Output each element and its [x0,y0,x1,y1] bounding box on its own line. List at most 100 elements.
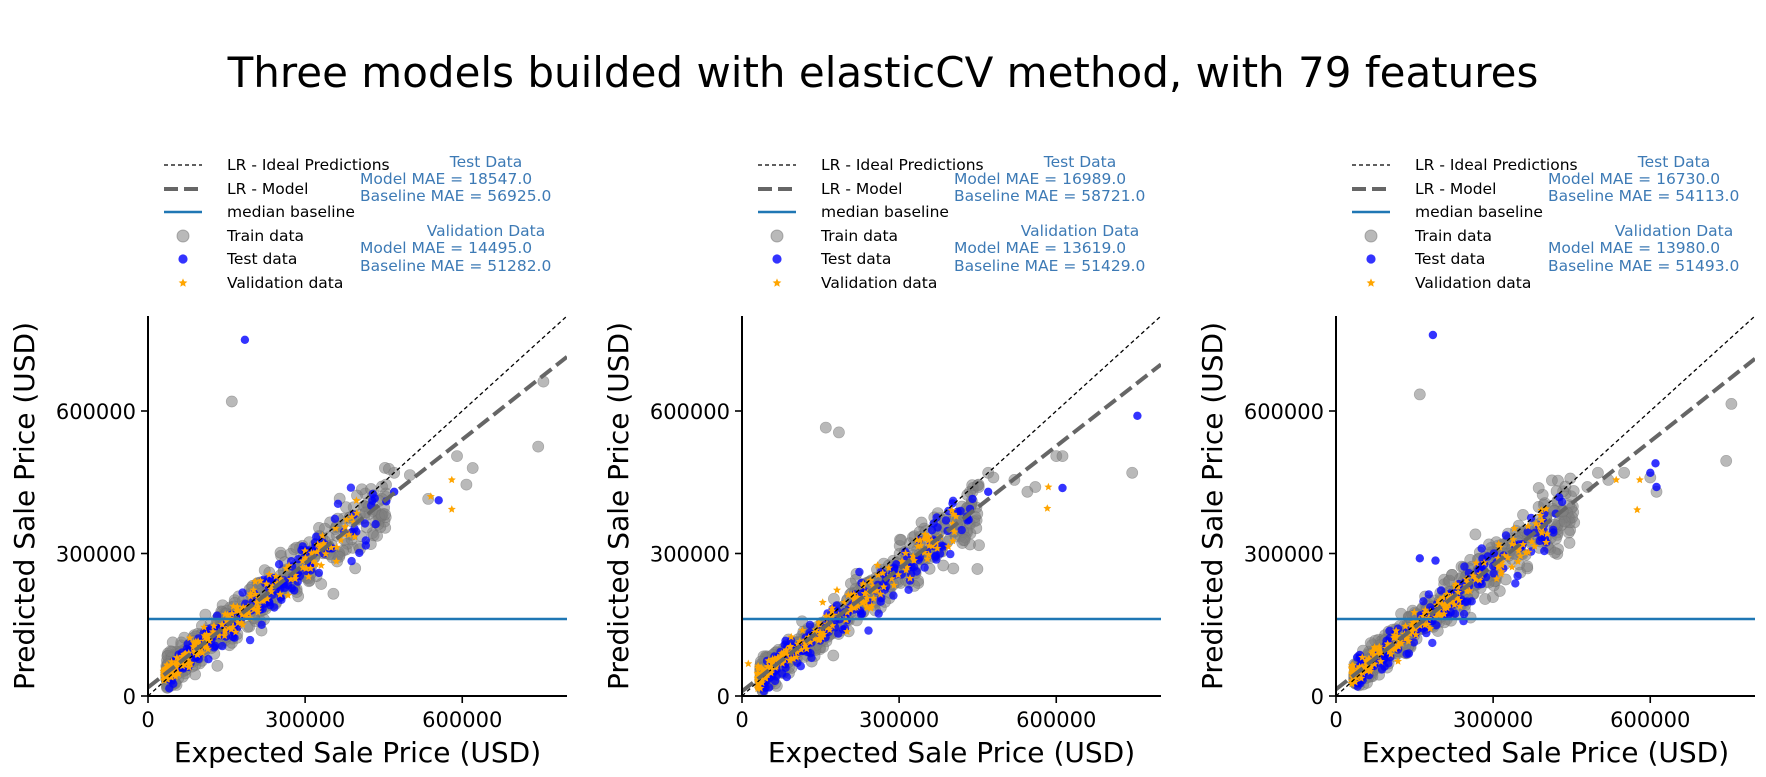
legend-label: LR - Ideal Predictions [227,156,390,174]
validation-point [1536,511,1545,519]
validation-point [1494,554,1503,562]
train-point [466,462,479,474]
train-point [1413,388,1426,401]
validation-point [301,546,309,555]
validation-point [332,557,341,565]
validation-point [950,527,959,536]
validation-point [1516,551,1525,560]
train-point [258,564,271,577]
train-point [1479,593,1491,605]
legend-label: Train data [820,227,898,245]
validation-point [302,564,311,572]
validation-point [332,543,341,551]
train-point [1056,450,1069,462]
validation-point [876,590,885,598]
train-point [845,577,857,590]
validation-point [761,674,770,682]
validation-point [1426,624,1435,632]
legend: LR - Ideal Predictions LR - Model median b… [1352,156,1578,292]
validation-point [921,530,930,538]
train-point [1443,574,1456,587]
validation-point [869,594,878,602]
validation-point [167,669,176,677]
validation-point [924,550,933,558]
validation-point [1348,661,1357,669]
validation-point [1456,602,1465,610]
validation-point [1407,620,1416,629]
validation-point [1530,542,1539,550]
validation-point [894,570,903,579]
validation-point [1392,626,1401,635]
validation-point [426,492,435,500]
validation-point [309,557,318,565]
validation-point [773,653,782,661]
validation-point [220,631,229,640]
validation-baseline-mae: Baseline MAE = 51493.0 [1548,257,1739,275]
legend-test-swatch [772,254,782,264]
legend-test-swatch [178,254,188,264]
train-point [371,529,383,542]
test-point [245,635,255,645]
test-point [805,620,815,630]
validation-point [237,618,246,627]
validation-point [1524,548,1533,556]
legend-label: LR - Model [227,180,308,198]
validation-model-mae: Model MAE = 13980.0 [1548,239,1720,257]
validation-point [167,657,176,666]
validation-point [914,542,922,550]
legend-label: LR - Ideal Predictions [821,156,984,174]
model-line [1336,357,1755,691]
validation-point [1367,648,1376,657]
validation-point [1543,529,1552,538]
legend-validation-swatch [772,278,782,287]
validation-point [902,565,911,574]
validation-point [901,549,910,557]
test-point [183,639,192,649]
legend-label: LR - Model [821,180,902,198]
validation-point [447,505,456,513]
validation-point [312,547,321,556]
test-point [906,569,916,579]
test-point [1377,665,1387,674]
validation-point [1453,593,1461,601]
validation-point [252,598,261,606]
validation-point [1401,622,1410,630]
validation-point [863,594,872,602]
test-point [257,620,266,629]
validation-point [884,563,893,572]
test-data-title: Test Data [1637,153,1710,171]
test-model-mae: Model MAE = 16989.0 [954,170,1126,188]
validation-point [1537,516,1546,524]
validation-point [948,536,957,545]
y-tick-label: 600000 [1244,400,1324,424]
y-tick-label: 0 [1311,685,1324,709]
plot-area [742,316,1161,696]
validation-point [927,536,936,544]
test-point [1540,546,1549,556]
validation-point [753,684,762,692]
x-axis-label: Expected Sale Price (USD) [768,736,1135,769]
validation-point [1508,562,1516,571]
validation-point [286,575,295,583]
legend-train-swatch [770,229,784,243]
validation-point [209,621,218,630]
test-point [1058,483,1067,493]
legend-train-swatch [176,229,190,243]
test-point [935,549,945,558]
test-point [274,560,284,569]
validation-point [342,515,351,523]
legend-label: Train data [226,227,304,245]
validation-point [284,591,292,599]
train-point [1618,466,1630,479]
validation-point [1542,504,1550,513]
validation-point [214,631,223,640]
train-point [1564,472,1577,485]
y-axis-label: Predicted Sale Price (USD) [602,322,635,690]
validation-point [1440,600,1449,609]
train-point [1483,538,1495,551]
validation-point [250,605,259,613]
validation-point [1532,519,1541,528]
train-point [895,534,907,546]
validation-point [262,579,271,588]
